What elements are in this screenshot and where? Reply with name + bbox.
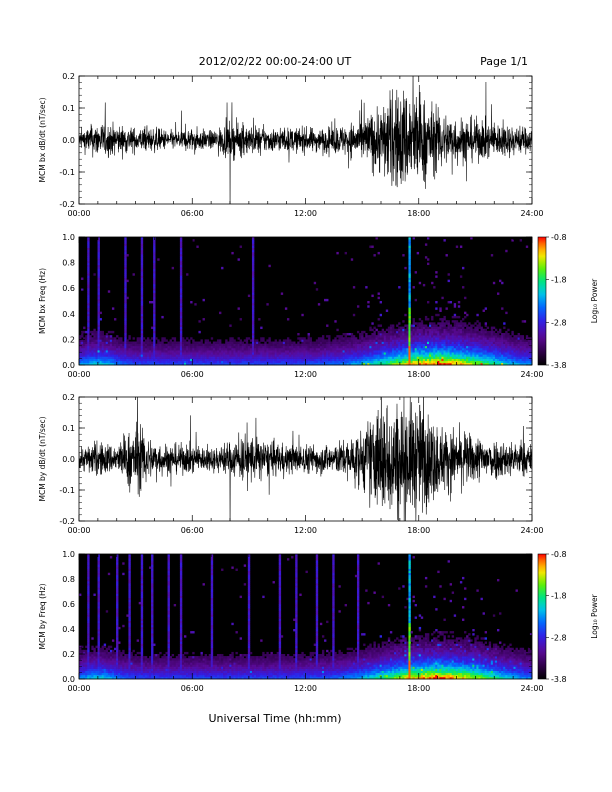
y-tick-label: 0.0 xyxy=(62,675,75,684)
colorbar-label: Log₁₀ Power xyxy=(590,593,599,638)
x-tick-label: 06:00 xyxy=(181,209,204,218)
y-tick-label: -0.2 xyxy=(59,200,75,209)
y-tick-label: 0.2 xyxy=(62,650,75,659)
y-tick-label: 0.2 xyxy=(62,335,75,344)
x-tick-label: 18:00 xyxy=(407,684,430,693)
y-tick-label: -0.1 xyxy=(59,486,75,495)
y-tick-label: 0.2 xyxy=(62,72,75,81)
y-tick-label: 0.8 xyxy=(62,259,75,268)
x-tick-label: 18:00 xyxy=(407,370,430,379)
x-axis-title: Universal Time (hh:mm) xyxy=(209,712,342,725)
x-tick-label: 24:00 xyxy=(520,526,543,535)
x-tick-label: 12:00 xyxy=(294,370,317,379)
y-tick-label: 1.0 xyxy=(62,233,75,242)
colorbar-tick-label: -2.8 xyxy=(551,633,567,642)
panel-bx-dbdt: 00:00 06:00 12:00 18:00 24:00 -0.2 -0.1 0.0 0.1 0… xyxy=(38,72,544,218)
y-tick-label: 0.1 xyxy=(62,424,75,433)
x-tick-label: 12:00 xyxy=(294,209,317,218)
x-tick-label: 00:00 xyxy=(67,684,90,693)
y-tick-label: 0.0 xyxy=(62,455,75,464)
x-tick-label: 18:00 xyxy=(407,526,430,535)
colorbar-tick-label: -1.8 xyxy=(551,592,567,601)
panel-bx-spectrogram: 00:00 06:00 12:00 18:00 24:00 0.0 0.2 0.4 0.6 0.8… xyxy=(38,233,599,379)
series-line xyxy=(79,76,532,204)
colorbar-tick-label: -0.8 xyxy=(551,233,567,242)
y-axis-label: MCM bx Freq (Hz) xyxy=(38,268,47,334)
x-tick-label: 12:00 xyxy=(294,684,317,693)
x-tick-label: 06:00 xyxy=(181,526,204,535)
x-tick-label: 00:00 xyxy=(67,209,90,218)
y-tick-label: -0.2 xyxy=(59,517,75,526)
colorbar-tick-label: -3.8 xyxy=(551,361,567,370)
y-tick-label: 0.6 xyxy=(62,600,75,609)
panel-by-spectrogram: 00:00 06:00 12:00 18:00 24:00 0.0 0.2 0.4 0.6 0.8… xyxy=(38,550,599,693)
colorbar-tick-label: -1.8 xyxy=(551,276,567,285)
x-tick-label: 24:00 xyxy=(520,209,543,218)
x-tick-label: 06:00 xyxy=(181,684,204,693)
x-tick-label: 24:00 xyxy=(520,370,543,379)
colorbar-tick-label: -0.8 xyxy=(551,550,567,559)
y-tick-label: 1.0 xyxy=(62,550,75,559)
spectrogram-cells xyxy=(79,237,533,366)
y-axis-label: MCM by dB/dt (nT/sec) xyxy=(38,416,47,501)
page-number: Page 1/1 xyxy=(480,55,528,68)
colorbar-tick-label: -3.8 xyxy=(551,675,567,684)
x-tick-label: 24:00 xyxy=(520,684,543,693)
x-tick-label: 00:00 xyxy=(67,370,90,379)
series-line xyxy=(79,397,532,521)
y-tick-label: 0.0 xyxy=(62,361,75,370)
colorbar-label: Log₁₀ Power xyxy=(590,278,599,323)
spectrogram-cells xyxy=(79,554,533,680)
x-tick-label: 00:00 xyxy=(67,526,90,535)
colorbar-tick-label: -2.8 xyxy=(551,318,567,327)
y-axis-label: MCM bx dB/dt (nT/sec) xyxy=(38,97,47,182)
colorbar xyxy=(537,236,547,366)
x-tick-label: 18:00 xyxy=(407,209,430,218)
y-tick-label: 0.4 xyxy=(62,625,75,634)
y-tick-label: 0.1 xyxy=(62,104,75,113)
y-axis-label: MCM by Freq (Hz) xyxy=(38,583,47,649)
x-tick-label: 06:00 xyxy=(181,370,204,379)
y-tick-label: 0.2 xyxy=(62,393,75,402)
y-tick-label: 0.0 xyxy=(62,136,75,145)
x-tick-label: 12:00 xyxy=(294,526,317,535)
y-tick-label: -0.1 xyxy=(59,168,75,177)
page-title: 2012/02/22 00:00-24:00 UT xyxy=(199,55,352,68)
y-tick-label: 0.4 xyxy=(62,310,75,319)
colorbar xyxy=(537,553,547,680)
panel-by-dbdt: 00:00 06:00 12:00 18:00 24:00 -0.2 -0.1 0.0 0.1 0… xyxy=(38,393,544,535)
y-tick-label: 0.8 xyxy=(62,575,75,584)
y-tick-label: 0.6 xyxy=(62,284,75,293)
